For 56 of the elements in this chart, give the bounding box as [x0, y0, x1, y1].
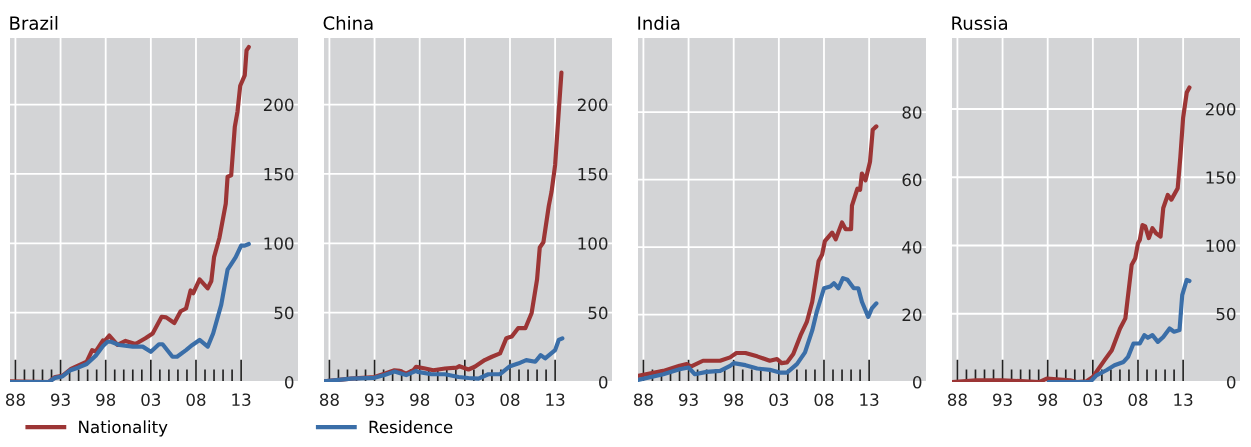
legend-label: Residence [369, 420, 453, 434]
x-tick-label: 13 [546, 393, 565, 407]
y-tick-label: 100 [264, 237, 294, 250]
x-tick-label: 88 [947, 393, 967, 407]
x-tick-label: 98 [724, 393, 744, 407]
x-tick-label: 93 [51, 393, 70, 407]
y-tick-label: 200 [577, 98, 608, 112]
line-series [638, 276, 879, 382]
x-tick-label: 03 [455, 393, 475, 407]
y-tick-label: 100 [1206, 239, 1236, 253]
y-tick-label: 100 [578, 237, 608, 250]
line-series [10, 241, 251, 382]
x-tick-label: 98 [96, 393, 116, 407]
y-tick-label: 0 [285, 375, 294, 389]
x-tick-label: 93 [365, 393, 384, 407]
y-tick-label: 80 [902, 106, 922, 119]
y-tick-label: 150 [1206, 171, 1236, 184]
y-tick-label: 150 [578, 167, 608, 181]
chart-title: Russia [952, 15, 1007, 30]
x-tick-label: 03 [1083, 393, 1103, 407]
x-tick-label: 98 [1038, 393, 1058, 407]
x-tick-label: 08 [500, 393, 520, 407]
y-tick-label: 40 [902, 241, 922, 254]
x-tick-label: 08 [186, 393, 206, 407]
x-tick-label: 98 [410, 393, 430, 407]
x-tick-label: 03 [769, 393, 789, 407]
y-tick-label: 50 [588, 306, 608, 320]
x-tick-label: 08 [1128, 393, 1148, 407]
y-tick-label: 200 [1205, 102, 1236, 116]
x-tick-label: 88 [633, 393, 653, 407]
line-series [638, 124, 879, 379]
chart-title: India [638, 15, 680, 30]
y-tick-label: 0 [1227, 375, 1236, 389]
y-tick-label: 200 [263, 98, 294, 112]
x-tick-label: 13 [1174, 393, 1193, 407]
x-tick-label: 88 [319, 393, 339, 407]
legend-label: Nationality [79, 420, 168, 437]
y-tick-label: 0 [599, 375, 608, 389]
y-tick-label: 150 [264, 167, 294, 181]
y-tick-label: 50 [1216, 307, 1236, 321]
y-tick-label: 50 [274, 306, 294, 320]
chart-title: Brazil [10, 15, 58, 30]
line-series [1046, 277, 1192, 382]
line-series [952, 85, 1192, 382]
x-tick-label: 88 [5, 393, 25, 407]
x-tick-label: 93 [993, 393, 1012, 407]
y-tick-label: 20 [902, 308, 922, 322]
chart-title: China [323, 15, 373, 30]
x-tick-label: 13 [232, 393, 251, 407]
x-tick-label: 03 [141, 393, 161, 407]
x-tick-label: 08 [814, 393, 834, 407]
x-tick-label: 13 [860, 393, 879, 407]
y-tick-label: 60 [902, 173, 922, 187]
line-series [324, 336, 565, 382]
x-tick-label: 93 [679, 393, 698, 407]
y-tick-label: 0 [913, 375, 922, 389]
